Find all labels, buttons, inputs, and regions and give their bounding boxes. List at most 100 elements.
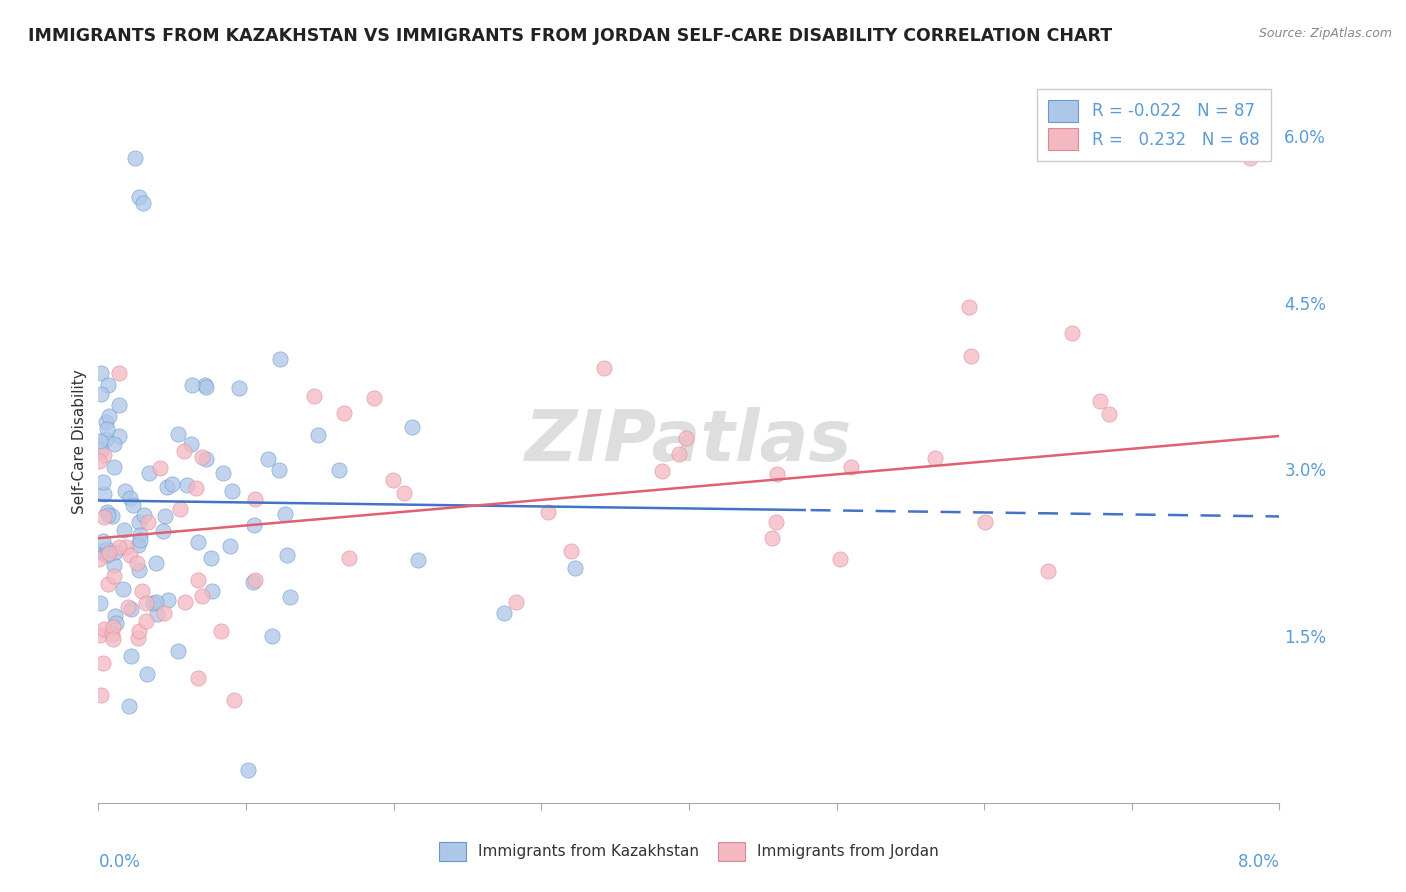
Point bbox=[93, 448, 115, 462]
Point bbox=[333, 407, 356, 421]
Point bbox=[145, 556, 167, 570]
Point bbox=[94, 547, 117, 561]
Point bbox=[381, 474, 404, 488]
Point bbox=[97, 377, 120, 392]
Point bbox=[406, 552, 429, 566]
Text: IMMIGRANTS FROM KAZAKHSTAN VS IMMIGRANTS FROM JORDAN SELF-CARE DISABILITY CORREL: IMMIGRANTS FROM KAZAKHSTAN VS IMMIGRANTS… bbox=[28, 27, 1112, 45]
Point bbox=[184, 481, 207, 495]
Point bbox=[91, 657, 114, 671]
Point bbox=[302, 389, 325, 403]
Point bbox=[120, 602, 142, 616]
Point bbox=[89, 596, 111, 610]
Point bbox=[1090, 394, 1112, 409]
Point bbox=[90, 366, 112, 380]
Point bbox=[328, 463, 350, 477]
Y-axis label: Self-Care Disability: Self-Care Disability bbox=[72, 369, 87, 514]
Point bbox=[219, 539, 242, 553]
Point bbox=[104, 616, 127, 631]
Point bbox=[242, 574, 264, 589]
Point bbox=[194, 380, 217, 394]
Point bbox=[142, 596, 165, 610]
Point bbox=[135, 614, 157, 628]
Text: Source: ZipAtlas.com: Source: ZipAtlas.com bbox=[1258, 27, 1392, 40]
Point bbox=[160, 476, 183, 491]
Point bbox=[118, 549, 141, 563]
Point bbox=[132, 508, 155, 522]
Point bbox=[107, 398, 129, 412]
Point bbox=[187, 671, 209, 685]
Point bbox=[128, 190, 150, 204]
Point bbox=[93, 486, 115, 500]
Point bbox=[191, 450, 214, 464]
Text: 0.0%: 0.0% bbox=[98, 854, 141, 871]
Point bbox=[89, 434, 111, 449]
Point bbox=[138, 466, 160, 480]
Point bbox=[156, 592, 179, 607]
Point bbox=[363, 391, 385, 405]
Point bbox=[174, 594, 197, 608]
Point bbox=[1038, 565, 1060, 579]
Point bbox=[153, 606, 176, 620]
Point bbox=[117, 600, 139, 615]
Point bbox=[97, 576, 120, 591]
Point bbox=[127, 537, 149, 551]
Point bbox=[766, 467, 789, 481]
Point bbox=[242, 518, 264, 533]
Point bbox=[180, 437, 202, 451]
Point bbox=[98, 546, 121, 560]
Point bbox=[112, 582, 135, 597]
Point bbox=[228, 380, 250, 394]
Point bbox=[90, 386, 112, 401]
Point bbox=[103, 620, 125, 634]
Point bbox=[492, 606, 515, 620]
Point bbox=[839, 460, 862, 475]
Point bbox=[221, 483, 243, 498]
Point bbox=[592, 361, 614, 376]
Point bbox=[89, 544, 111, 558]
Point bbox=[274, 507, 297, 521]
Point bbox=[181, 377, 204, 392]
Point bbox=[89, 443, 111, 458]
Point bbox=[269, 463, 291, 477]
Point bbox=[97, 508, 120, 522]
Point bbox=[128, 533, 150, 547]
Point bbox=[118, 698, 141, 713]
Point bbox=[115, 540, 138, 554]
Point bbox=[1239, 151, 1261, 165]
Point bbox=[651, 464, 673, 478]
Point bbox=[135, 596, 157, 610]
Point bbox=[392, 486, 415, 500]
Point bbox=[87, 454, 110, 468]
Point bbox=[1097, 407, 1119, 421]
Point bbox=[307, 427, 329, 442]
Point bbox=[114, 483, 136, 498]
Point bbox=[560, 544, 582, 558]
Point bbox=[94, 415, 117, 429]
Point bbox=[222, 693, 245, 707]
Point bbox=[89, 628, 111, 642]
Point bbox=[96, 541, 118, 556]
Point bbox=[103, 437, 125, 451]
Point bbox=[169, 502, 191, 516]
Point bbox=[125, 556, 148, 570]
Point bbox=[236, 764, 259, 778]
Point bbox=[243, 573, 266, 587]
Point bbox=[120, 491, 142, 506]
Point bbox=[276, 549, 298, 563]
Point bbox=[129, 528, 152, 542]
Point bbox=[128, 624, 150, 639]
Point bbox=[243, 491, 266, 506]
Point bbox=[765, 516, 787, 530]
Point bbox=[187, 535, 209, 549]
Point bbox=[830, 552, 852, 566]
Point bbox=[1060, 326, 1083, 340]
Text: 8.0%: 8.0% bbox=[1237, 854, 1279, 871]
Point bbox=[505, 595, 527, 609]
Point bbox=[761, 531, 783, 545]
Point bbox=[152, 524, 174, 539]
Point bbox=[564, 561, 586, 575]
Point bbox=[260, 629, 283, 643]
Point bbox=[209, 624, 232, 639]
Point bbox=[167, 427, 190, 442]
Point bbox=[128, 563, 150, 577]
